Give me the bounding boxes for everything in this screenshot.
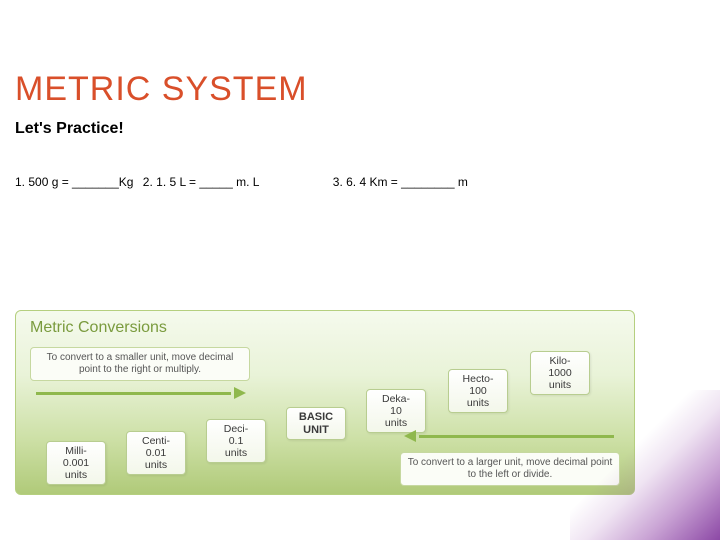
problem-1: 1. 500 g = _______Kg — [15, 175, 133, 189]
arrow-left-icon — [404, 432, 614, 442]
page-title: METRIC SYSTEM — [15, 70, 308, 109]
step-basic: BASICUNIT — [286, 407, 346, 440]
step-milli: Milli-0.001units — [46, 441, 106, 485]
problem-3: 3. 6. 4 Km = ________ m — [333, 175, 468, 189]
step-kilo: Kilo-1000units — [530, 351, 590, 395]
step-deci: Deci-0.1units — [206, 419, 266, 463]
metric-conversions-diagram: Metric Conversions To convert to a small… — [15, 310, 635, 495]
step-deka: Deka-10units — [366, 389, 426, 433]
arrow-right-icon — [36, 389, 246, 399]
step-centi: Centi-0.01units — [126, 431, 186, 475]
step-hecto: Hecto-100units — [448, 369, 508, 413]
problem-2: 2. 1. 5 L = _____ m. L — [143, 175, 260, 189]
diagram-title: Metric Conversions — [30, 319, 167, 337]
larger-unit-tip: To convert to a larger unit, move decima… — [400, 452, 620, 486]
practice-problems: 1. 500 g = _______Kg 2. 1. 5 L = _____ m… — [15, 175, 695, 189]
smaller-unit-tip: To convert to a smaller unit, move decim… — [30, 347, 250, 381]
subtitle: Let's Practice! — [15, 120, 124, 138]
